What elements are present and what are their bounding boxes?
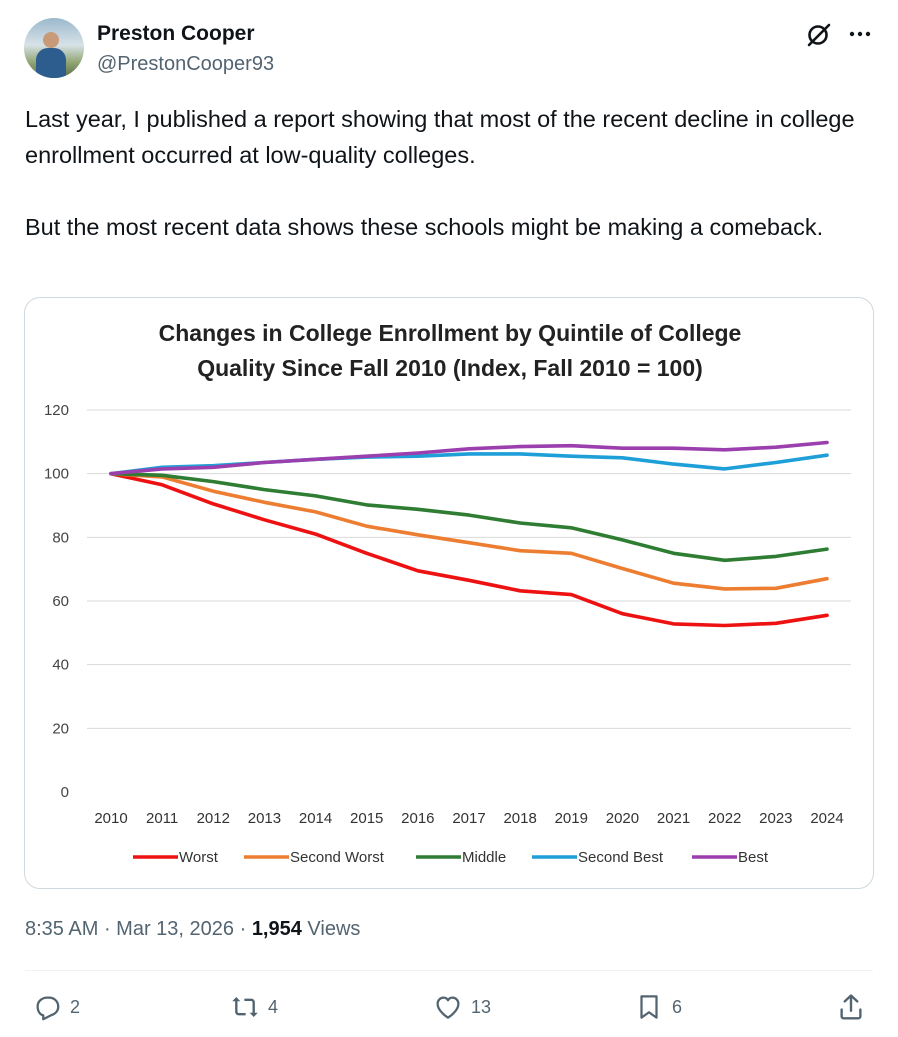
bookmark-count: 6 xyxy=(672,996,683,1017)
like-count: 13 xyxy=(471,996,492,1017)
tweet-text: Last year, I published a report showing … xyxy=(25,101,875,245)
share-button[interactable] xyxy=(836,990,874,1024)
views-count: 1,954 xyxy=(251,918,302,940)
x-tick-label: 2019 xyxy=(555,810,588,827)
y-tick-label: 40 xyxy=(52,657,69,674)
y-tick-label: 60 xyxy=(52,593,69,610)
grok-icon[interactable] xyxy=(805,21,833,49)
meta-separator: · xyxy=(98,918,117,940)
tweet-date[interactable]: Mar 13, 2026 xyxy=(116,918,235,940)
legend-label: Middle xyxy=(462,849,506,866)
legend-label: Best xyxy=(738,849,769,866)
x-tick-label: 2023 xyxy=(759,810,792,827)
avatar-head xyxy=(43,32,59,48)
x-tick-label: 2010 xyxy=(94,810,127,827)
chart-title-line1: Changes in College Enrollment by Quintil… xyxy=(159,320,742,346)
series-line-best xyxy=(109,440,829,476)
repost-button[interactable]: 4 xyxy=(230,990,278,1024)
bookmark-icon xyxy=(640,995,658,1019)
more-icon[interactable] xyxy=(846,20,874,48)
x-tick-label: 2021 xyxy=(657,810,690,827)
x-tick-label: 2012 xyxy=(197,810,230,827)
divider xyxy=(25,970,873,971)
series-line-second-best xyxy=(109,452,829,476)
chart-image[interactable]: Changes in College Enrollment by Quintil… xyxy=(24,297,874,889)
x-tick-label: 2020 xyxy=(606,810,639,827)
legend-label: Worst xyxy=(179,849,219,866)
repost-icon xyxy=(232,997,258,1017)
legend-label: Second Best xyxy=(578,849,664,866)
heart-icon xyxy=(436,996,460,1019)
series-line-middle xyxy=(109,471,829,563)
tweet-meta: 8:35 AM · Mar 13, 2026 · 1,954 Views xyxy=(25,914,360,944)
tweet-time[interactable]: 8:35 AM xyxy=(25,918,99,940)
bookmark-button[interactable]: 6 xyxy=(634,990,682,1024)
y-tick-label: 80 xyxy=(52,529,69,546)
y-tick-label: 20 xyxy=(52,720,69,737)
reply-count: 2 xyxy=(70,996,81,1017)
x-tick-label: 2024 xyxy=(810,810,843,827)
x-tick-label: 2022 xyxy=(708,810,741,827)
x-tick-label: 2015 xyxy=(350,810,383,827)
avatar-body xyxy=(36,48,66,78)
line-chart: Changes in College Enrollment by Quintil… xyxy=(44,320,851,866)
avatar[interactable] xyxy=(24,18,84,78)
author-handle[interactable]: @PrestonCooper93 xyxy=(97,53,275,75)
tweet-paragraph: Last year, I published a report showing … xyxy=(25,106,855,168)
legend-label: Second Worst xyxy=(290,849,385,866)
series-line-worst xyxy=(109,471,829,628)
reply-button[interactable]: 2 xyxy=(32,990,80,1024)
like-button[interactable]: 13 xyxy=(433,990,491,1024)
x-tick-label: 2016 xyxy=(401,810,434,827)
x-tick-label: 2013 xyxy=(248,810,281,827)
tweet-paragraph: But the most recent data shows these sch… xyxy=(25,214,824,240)
x-tick-label: 2018 xyxy=(503,810,536,827)
author-name[interactable]: Preston Cooper xyxy=(97,22,255,45)
repost-count: 4 xyxy=(268,996,279,1017)
views-label: Views xyxy=(301,918,361,940)
reply-icon xyxy=(36,996,60,1021)
y-tick-label: 120 xyxy=(44,402,69,419)
series-line-second-worst xyxy=(109,471,829,591)
meta-separator: · xyxy=(234,918,252,940)
x-tick-label: 2014 xyxy=(299,810,332,827)
share-icon xyxy=(840,994,862,1020)
x-tick-label: 2017 xyxy=(452,810,485,827)
x-tick-label: 2011 xyxy=(146,810,178,827)
y-tick-label: 0 xyxy=(61,784,69,801)
y-tick-label: 100 xyxy=(44,466,69,483)
chart-title-line2: Quality Since Fall 2010 (Index, Fall 201… xyxy=(197,355,703,381)
